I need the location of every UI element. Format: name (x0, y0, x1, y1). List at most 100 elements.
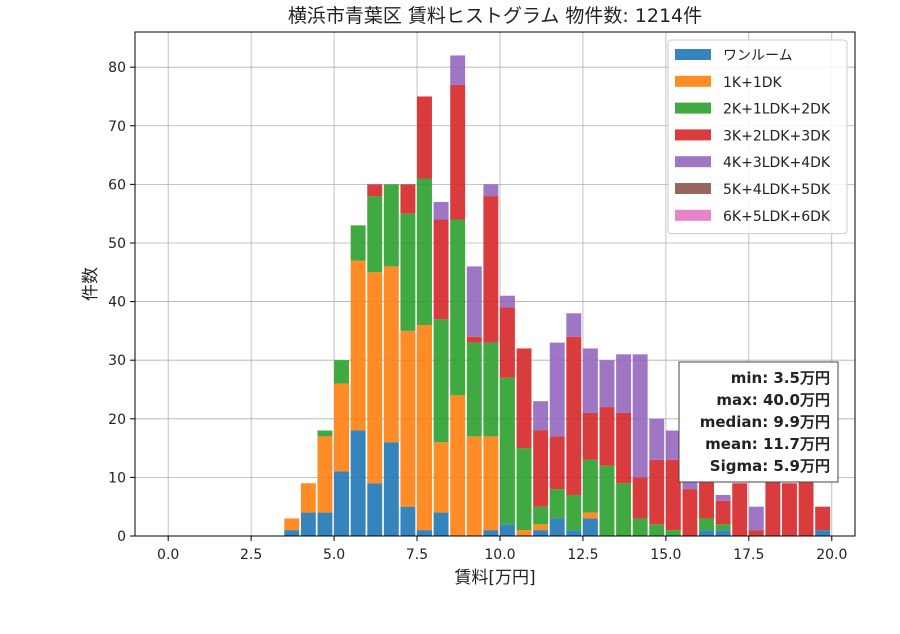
x-tick-label: 5.0 (323, 547, 345, 563)
x-axis-label: 賃料[万円] (454, 568, 535, 588)
histogram-bar (417, 96, 432, 179)
histogram-bar (450, 84, 466, 220)
legend-swatch (675, 209, 711, 221)
histogram-bar (782, 483, 797, 536)
histogram-bar (284, 518, 300, 531)
histogram-bar (665, 459, 681, 531)
histogram-bar (516, 348, 532, 449)
histogram-bar (516, 530, 532, 536)
histogram-bar (450, 219, 466, 396)
histogram-bar (582, 512, 598, 519)
histogram-bar (417, 325, 432, 531)
histogram-bar (649, 418, 665, 460)
legend-label: 5K+4LDK+5DK (723, 182, 831, 198)
histogram-bar (533, 524, 549, 531)
legend-label: 2K+1LDK+2DK (723, 102, 831, 118)
stats-line: Sigma: 5.9万円 (710, 457, 830, 475)
y-tick-label: 0 (117, 529, 126, 545)
histogram-bar (582, 518, 598, 536)
histogram-bar (682, 489, 698, 536)
histogram-bar (300, 483, 316, 513)
histogram-bar (300, 512, 316, 536)
y-tick-label: 20 (108, 412, 126, 428)
histogram-bar (483, 184, 499, 197)
histogram-bar (566, 530, 582, 536)
x-tick-label: 17.5 (733, 547, 764, 563)
stats-line: max: 40.0万円 (716, 391, 830, 409)
legend-swatch (675, 156, 711, 168)
histogram-bar (383, 184, 399, 267)
histogram-bar (367, 184, 383, 197)
stats-box-frame (678, 361, 839, 483)
histogram-bar (665, 530, 681, 536)
legend-box (667, 39, 848, 235)
y-tick-label: 70 (108, 119, 126, 135)
histogram-bar (483, 436, 499, 531)
histogram-bar (433, 442, 449, 513)
histogram-bar (549, 436, 565, 490)
histogram-bar (367, 272, 383, 484)
histogram-bar (417, 530, 432, 536)
histogram-bar (466, 336, 482, 343)
legend-swatch (675, 183, 711, 194)
y-tick-label: 50 (108, 236, 126, 252)
histogram-bar (466, 266, 482, 337)
histogram-bar (599, 465, 615, 536)
histogram-bar (483, 196, 499, 343)
histogram-bar (632, 354, 648, 478)
histogram-bar (499, 295, 515, 308)
histogram-bar (417, 178, 432, 326)
histogram-bar (383, 442, 399, 536)
histogram-bar (632, 477, 648, 519)
histogram-bar (665, 430, 681, 460)
histogram-bar (649, 524, 665, 536)
y-tick-label: 30 (108, 353, 126, 369)
legend-label: 4K+3LDK+4DK (723, 155, 831, 171)
histogram-bar (815, 530, 831, 536)
x-tick-label: 0.0 (157, 547, 179, 563)
histogram-bar (599, 360, 615, 408)
histogram-bar (582, 412, 598, 460)
histogram-bar (400, 330, 416, 507)
histogram-bar (582, 348, 598, 413)
histogram-bar (516, 448, 532, 531)
histogram-bar (699, 518, 714, 531)
histogram-bar (715, 530, 731, 536)
stats-line: mean: 11.7万円 (705, 435, 830, 453)
histogram-bar (748, 530, 764, 536)
histogram-bar (499, 377, 515, 525)
histogram-bar (699, 477, 714, 519)
histogram-bar (616, 354, 632, 413)
histogram-bar (566, 494, 582, 531)
histogram-bar (383, 266, 399, 443)
legend-label: ワンルーム (723, 48, 793, 64)
plot-frame (134, 31, 856, 537)
histogram-bar (499, 307, 515, 378)
histogram-bar (433, 319, 449, 443)
histogram-bar (367, 483, 383, 536)
histogram-bar (649, 459, 665, 525)
legend-label: 3K+2LDK+3DK (723, 128, 831, 144)
histogram-bar (433, 512, 449, 536)
histogram-bar (599, 407, 615, 466)
histogram-bar (334, 360, 350, 384)
histogram-bar (350, 225, 366, 261)
histogram-bar (533, 401, 549, 431)
histogram-bar (715, 524, 731, 531)
x-tick-label: 15.0 (650, 547, 681, 563)
legend-label: 1K+1DK (723, 75, 783, 91)
histogram-bar (400, 506, 416, 536)
legend-swatch (675, 75, 711, 87)
histogram-bar (798, 477, 814, 536)
histogram-bar (400, 184, 416, 214)
histogram-bar (317, 430, 333, 437)
legend-label: 6K+5LDK+6DK (723, 209, 831, 225)
legend[interactable]: ワンルーム 1K+1DK 2K+1LDK+2DK 3K+2LDK+3DK 4K+3LDK… (667, 39, 848, 235)
histogram-bar (533, 506, 549, 525)
legend-swatch (675, 49, 711, 60)
histogram-bar (450, 55, 466, 85)
histogram-bar (433, 201, 449, 220)
y-tick-label: 60 (108, 177, 126, 193)
histogram-bar (450, 395, 466, 536)
